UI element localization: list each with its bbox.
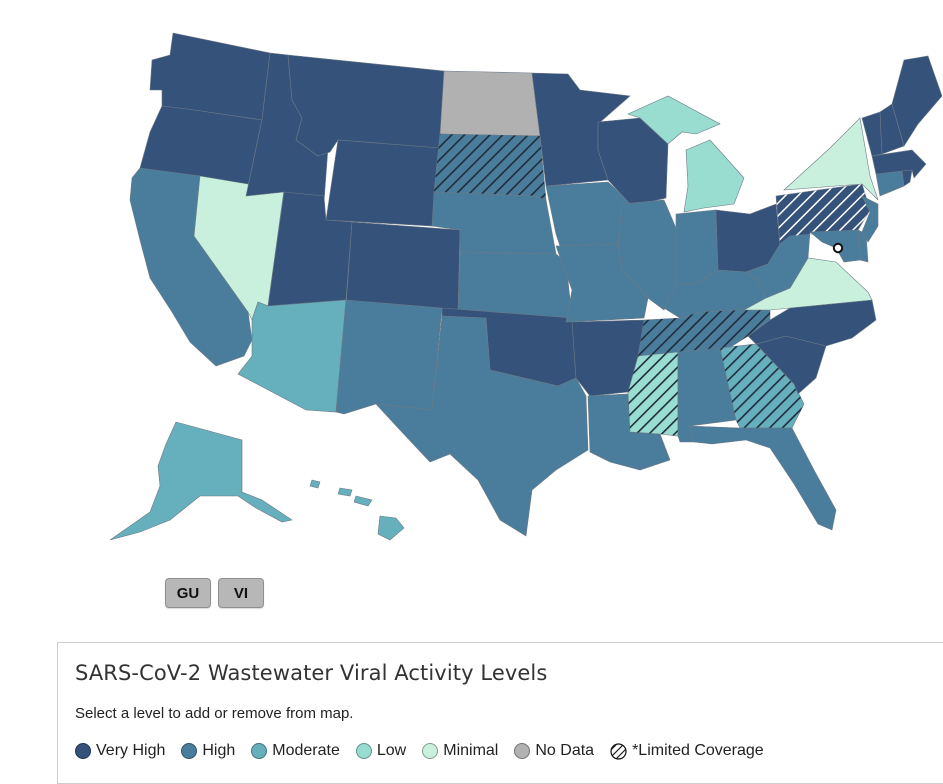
state-new-york[interactable]: [783, 117, 879, 201]
legend-label: *Limited Coverage: [632, 742, 764, 759]
state-colorado[interactable]: [345, 221, 461, 313]
state-arizona[interactable]: [237, 299, 347, 413]
legend-label: Very High: [96, 742, 166, 759]
state-kansas[interactable]: [457, 251, 573, 319]
very-high-swatch-icon: [75, 743, 91, 759]
legend-label: No Data: [535, 742, 595, 759]
state-michigan[interactable]: [627, 95, 745, 213]
state-indiana[interactable]: [675, 209, 719, 285]
limited-coverage-hatch-icon: [610, 742, 627, 760]
legend-item-low[interactable]: Low: [355, 742, 407, 760]
state-new-jersey[interactable]: [861, 195, 879, 243]
state-hawaii[interactable]: [309, 479, 405, 541]
legend-item-limited-coverage[interactable]: *Limited Coverage: [610, 742, 764, 760]
us-map-svg: [109, 32, 943, 541]
legend-item-no-data[interactable]: No Data: [514, 742, 594, 760]
state-west-virginia[interactable]: [745, 231, 811, 299]
legend-item-minimal[interactable]: Minimal: [422, 742, 498, 760]
state-montana[interactable]: [287, 54, 445, 157]
state-north-carolina[interactable]: [747, 299, 877, 347]
legend-item-very-high[interactable]: Very High: [75, 742, 165, 760]
legend-item-high[interactable]: High: [181, 742, 235, 760]
legend-item-moderate[interactable]: Moderate: [251, 742, 340, 760]
legend-items: Very High High Moderate Low Minimal No D…: [75, 742, 780, 760]
state-massachusetts[interactable]: [871, 149, 927, 179]
legend-label: Minimal: [443, 742, 499, 759]
legend-instructions: Select a level to add or remove from map…: [75, 705, 354, 722]
minimal-swatch-icon: [422, 743, 439, 759]
territory-button-gu[interactable]: GU: [165, 578, 211, 608]
state-new-mexico[interactable]: [335, 299, 443, 415]
moderate-swatch-icon: [251, 743, 268, 759]
legend-label: High: [202, 742, 236, 759]
legend-title: SARS-CoV-2 Wastewater Viral Activity Lev…: [75, 661, 548, 685]
territory-button-vi[interactable]: VI: [218, 578, 264, 608]
state-rhode-island[interactable]: [901, 169, 913, 187]
state-north-dakota[interactable]: [439, 70, 541, 137]
state-alaska[interactable]: [109, 421, 293, 541]
low-swatch-icon: [355, 743, 372, 759]
dc-marker[interactable]: [832, 242, 844, 254]
state-connecticut[interactable]: [875, 169, 905, 197]
no-data-swatch-icon: [514, 743, 531, 759]
state-wyoming[interactable]: [325, 139, 441, 227]
high-swatch-icon: [181, 743, 198, 759]
us-map: [109, 32, 943, 541]
legend-label: Moderate: [272, 742, 340, 759]
state-south-dakota[interactable]: [433, 133, 547, 201]
state-florida[interactable]: [689, 425, 837, 531]
legend-label: Low: [376, 742, 407, 759]
state-texas[interactable]: [375, 315, 589, 537]
legend-panel: SARS-CoV-2 Wastewater Viral Activity Lev…: [57, 642, 943, 784]
state-mississippi[interactable]: [627, 351, 679, 437]
state-maine[interactable]: [891, 55, 943, 147]
